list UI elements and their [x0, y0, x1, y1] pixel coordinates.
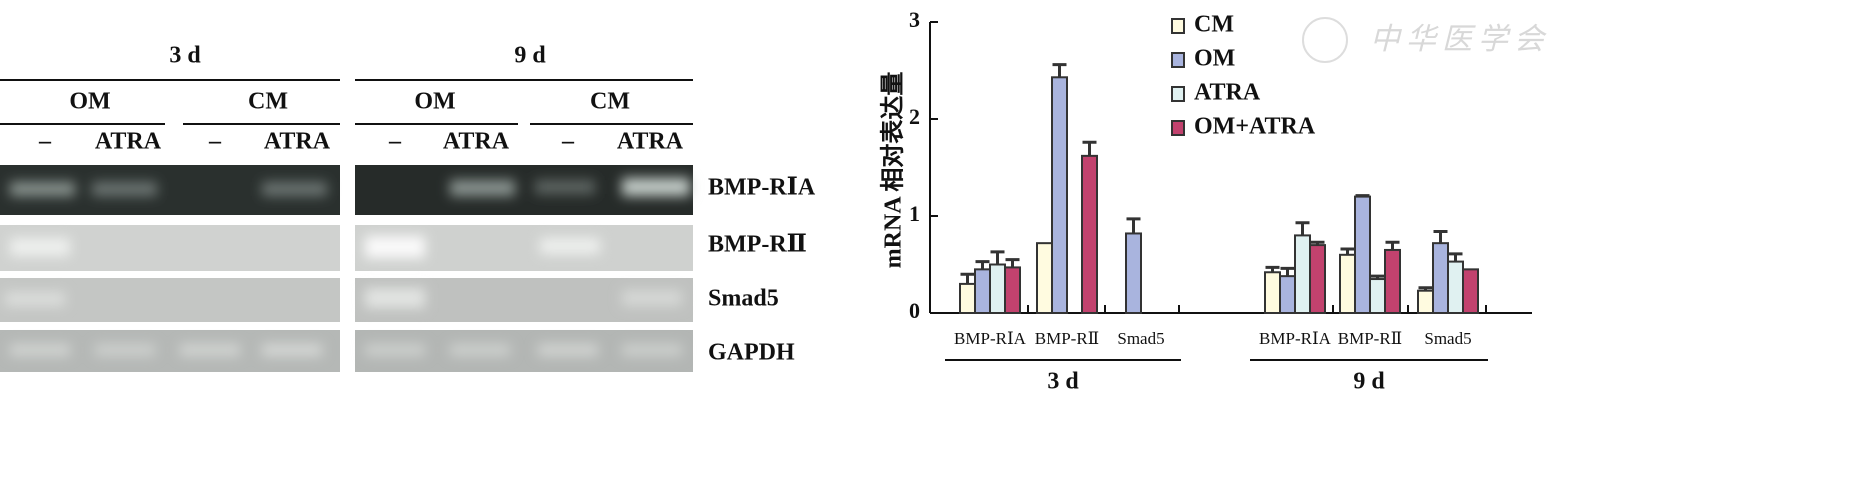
group-label: 3 d: [1047, 369, 1079, 395]
treatment: ATRA: [264, 129, 331, 155]
y-axis-label: mRNA 相对表达量: [880, 72, 907, 269]
treatment: –: [561, 129, 575, 155]
legend-swatch: [1171, 120, 1185, 136]
watermark-logo: [1302, 17, 1348, 63]
bar: [1004, 266, 1021, 315]
error-bar: [990, 250, 1005, 265]
error-bar: [1052, 63, 1067, 78]
error-bar: [960, 272, 975, 284]
gene-label: BMP-RⅠA: [708, 175, 816, 201]
error-bar: [1005, 258, 1020, 268]
error-bar: [1265, 265, 1280, 273]
error-bar: [1370, 274, 1385, 280]
bar: [959, 282, 976, 314]
error-bar: [1126, 217, 1141, 234]
treatment: ATRA: [617, 129, 684, 155]
gene-label: Smad5: [708, 286, 779, 312]
medium: CM: [590, 89, 630, 115]
x-tick-label: Smad5: [1424, 329, 1471, 348]
bar: [1264, 271, 1281, 315]
treatment: –: [388, 129, 402, 155]
bar: [974, 268, 991, 315]
error-bar: [1280, 266, 1295, 277]
bar: [1432, 242, 1449, 314]
error-bar: [1295, 221, 1310, 236]
x-tick-label: BMP-RⅠA: [1259, 329, 1332, 348]
watermark: 中华医学会: [1370, 23, 1550, 56]
legend-label: CM: [1194, 12, 1234, 38]
bar: [1339, 253, 1356, 315]
legend-label: OM+ATRA: [1194, 114, 1316, 140]
error-bar: [1340, 247, 1355, 255]
group-label: 9 d: [1353, 369, 1385, 395]
x-tick-label: BMP-RⅡ: [1035, 329, 1099, 348]
bar: [1036, 242, 1053, 314]
legend-swatch: [1171, 86, 1185, 102]
bar: [1051, 76, 1068, 315]
legend-label: ATRA: [1194, 80, 1261, 106]
bar: [1462, 268, 1479, 315]
bar: [1384, 248, 1401, 314]
treatment: ATRA: [95, 129, 162, 155]
legend-swatch: [1171, 52, 1185, 68]
treatment: –: [38, 129, 52, 155]
medium: OM: [414, 89, 455, 115]
gene-label: BMP-RⅡ: [708, 232, 807, 258]
bar: [1369, 278, 1386, 314]
bar: [1081, 154, 1098, 314]
gene-label: GAPDH: [708, 340, 795, 366]
gel-header: 3 d 9 d OM CM OM CM – ATRA – ATRA – ATRA…: [0, 43, 693, 155]
x-tick-label: BMP-RⅠA: [954, 329, 1027, 348]
timepoint: 9 d: [514, 43, 546, 69]
error-bar: [1355, 194, 1370, 198]
y-tick-label: 1: [909, 201, 920, 226]
bands: [10, 178, 690, 196]
treatment: –: [208, 129, 222, 155]
medium: CM: [248, 89, 288, 115]
error-bar: [1448, 252, 1463, 262]
medium: OM: [69, 89, 110, 115]
error-bar: [1082, 140, 1097, 156]
bar: [1417, 289, 1434, 315]
legend-label: OM: [1194, 46, 1235, 72]
error-bar: [1418, 286, 1433, 291]
bar: [1354, 195, 1371, 315]
bar: [1309, 244, 1326, 315]
error-bar: [1385, 240, 1400, 250]
bar: [989, 263, 1006, 314]
x-tick-label: BMP-RⅡ: [1338, 329, 1402, 348]
x-tick-label: Smad5: [1117, 329, 1164, 348]
bar: [1125, 232, 1142, 315]
bar: [1279, 275, 1296, 315]
bar: [1294, 234, 1311, 314]
gel-image: [0, 165, 693, 372]
bar: [1447, 260, 1464, 314]
legend-swatch: [1171, 18, 1185, 34]
y-tick-label: 2: [909, 104, 920, 129]
error-bar: [1310, 240, 1325, 246]
y-tick-label: 0: [909, 298, 920, 323]
y-tick-label: 3: [909, 7, 920, 32]
timepoint: 3 d: [169, 43, 201, 69]
treatment: ATRA: [443, 129, 510, 155]
bands: [5, 236, 682, 356]
error-bar: [1433, 230, 1448, 244]
error-bar: [975, 260, 990, 270]
